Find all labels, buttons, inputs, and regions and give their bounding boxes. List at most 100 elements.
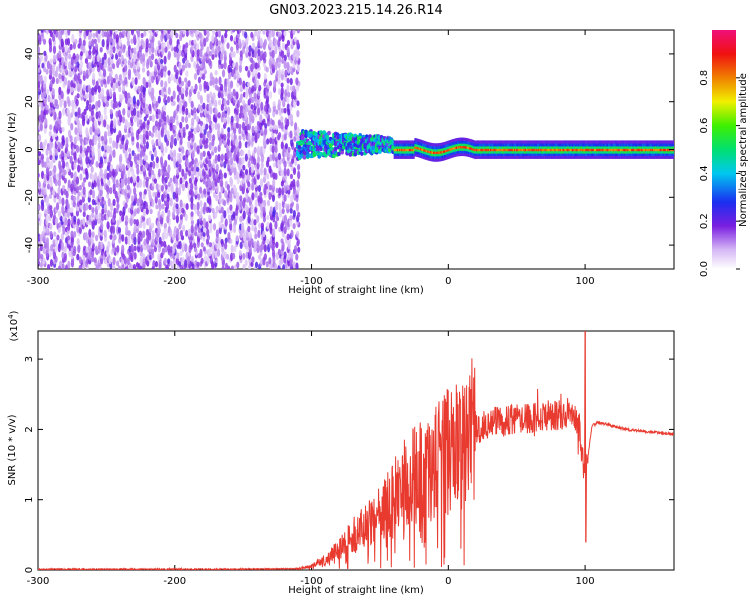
heat-cell: [164, 127, 168, 135]
heat-cell: [223, 98, 227, 106]
heat-cell: [48, 170, 53, 177]
heat-cell: [289, 153, 293, 160]
heat-cell: [133, 245, 137, 252]
heat-cell: [224, 237, 228, 244]
heat-cell: [98, 92, 102, 100]
heat-cell: [185, 59, 189, 65]
heat-cell: [136, 61, 140, 70]
heat-cell: [223, 133, 227, 141]
heat-cell: [163, 116, 167, 122]
heat-cell: [109, 30, 113, 35]
heat-cell: [181, 104, 186, 112]
heat-cell: [262, 206, 266, 214]
heat-cell: [184, 213, 188, 222]
heat-cell: [238, 77, 242, 86]
heat-cell: [215, 229, 219, 238]
heat-cell: [184, 116, 189, 124]
heat-cell: [185, 42, 189, 49]
heat-cell: [184, 101, 188, 108]
heat-cell: [153, 178, 158, 184]
heat-cell: [233, 152, 237, 162]
heat-cell: [188, 39, 192, 46]
heat-cell: [170, 134, 174, 142]
heat-cell: [94, 172, 98, 181]
heat-cell: [46, 183, 51, 190]
heat-cell: [146, 70, 150, 77]
heat-cell: [209, 80, 213, 87]
heat-cell: [277, 248, 282, 256]
heat-cell: [162, 42, 166, 49]
heat-cell: [133, 47, 137, 55]
heat-cell: [52, 188, 56, 197]
heat-cell: [76, 195, 80, 202]
heat-cell: [127, 59, 131, 66]
heat-cell: [254, 261, 259, 269]
heat-cell: [73, 231, 77, 238]
heat-cell: [209, 221, 213, 230]
heat-cell: [263, 244, 267, 253]
heat-cell: [149, 208, 153, 215]
heat-cell: [151, 229, 155, 239]
heat-cell: [281, 68, 285, 76]
heat-cell: [115, 81, 119, 89]
heat-cell: [111, 63, 116, 70]
heat-cell: [91, 146, 95, 153]
heat-cell: [49, 176, 53, 182]
heat-cell: [196, 123, 200, 132]
heat-cell: [283, 160, 287, 169]
heat-cell: [238, 64, 243, 73]
heat-cell: [148, 130, 152, 137]
heat-cell: [38, 45, 41, 53]
heat-cell: [112, 140, 116, 149]
heat-cell: [78, 153, 82, 161]
heat-cell: [268, 107, 272, 114]
heat-cell: [109, 164, 114, 172]
heat-cell: [200, 257, 204, 264]
heat-cell: [253, 79, 257, 88]
heat-cell: [232, 139, 236, 146]
heat-cell: [166, 130, 170, 139]
heat-cell: [170, 264, 175, 269]
heat-cell: [74, 38, 78, 45]
heat-cell: [43, 66, 47, 73]
heat-cell: [123, 58, 128, 66]
heat-cell: [247, 173, 251, 181]
heat-cell: [286, 96, 290, 104]
heat-cell: [224, 218, 228, 227]
heat-cell: [187, 140, 191, 149]
heat-cell: [217, 30, 221, 36]
heat-cell: [57, 178, 61, 187]
heat-cell: [227, 231, 231, 241]
heat-cell: [116, 219, 120, 227]
heat-cell: [239, 93, 244, 100]
heat-cell: [245, 251, 249, 259]
heat-cell: [52, 133, 56, 140]
spectrogram-heatmap: [38, 30, 674, 269]
heat-cell: [275, 200, 279, 207]
heat-cell: [242, 99, 246, 106]
heat-cell: [281, 42, 286, 50]
heat-cell: [292, 167, 297, 176]
heat-cell: [208, 242, 213, 248]
heat-cell: [152, 173, 156, 180]
heat-cell: [182, 126, 186, 134]
heat-cell: [150, 53, 155, 61]
heat-cell: [162, 110, 167, 117]
heat-cell: [262, 230, 266, 238]
heat-cell: [58, 195, 62, 205]
heat-cell: [256, 155, 261, 164]
heat-cell: [199, 95, 203, 105]
heat-cell: [91, 38, 95, 47]
heat-cell: [124, 134, 128, 140]
heat-cell: [127, 176, 131, 185]
heat-cell: [142, 253, 146, 259]
heat-cell: [103, 229, 107, 238]
heat-cell: [286, 103, 290, 113]
heat-cell: [323, 153, 328, 158]
heat-cell: [141, 53, 146, 63]
heat-cell: [302, 155, 307, 160]
heat-cell: [76, 238, 80, 246]
heat-cell: [93, 257, 97, 263]
heat-cell: [256, 240, 260, 250]
heat-cell: [266, 221, 270, 230]
